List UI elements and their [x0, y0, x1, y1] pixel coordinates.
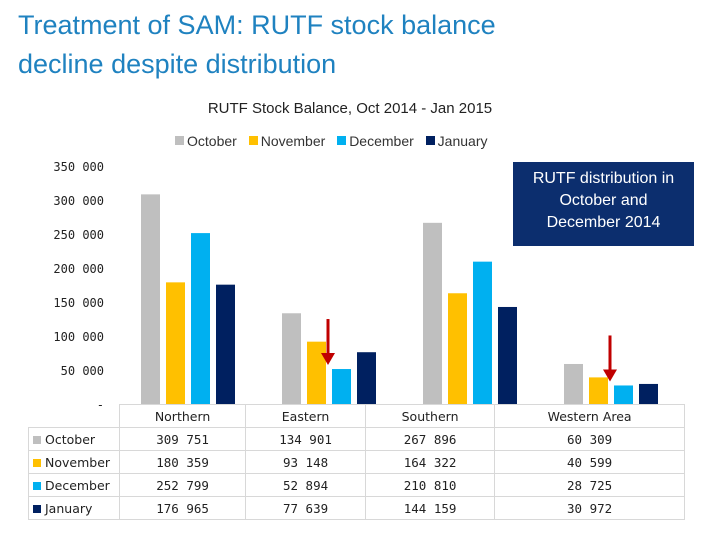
slide-title: Treatment of SAM: RUTF stock balance dec…	[18, 6, 658, 84]
callout-box: RUTF distribution in October and Decembe…	[513, 162, 694, 246]
chart-legend: October November December January	[175, 133, 495, 149]
callout-line-2: October and	[559, 192, 648, 209]
legend-swatch-november	[248, 136, 258, 145]
bar-december-northern	[191, 233, 210, 405]
category-label-western-area: Western Area	[494, 404, 685, 428]
data-label: 30 972	[494, 496, 685, 520]
y-tick-label: 250 000	[53, 228, 104, 242]
legend-item-january: January	[425, 133, 488, 149]
y-tick-label: -	[97, 398, 104, 410]
legend-swatch-december	[337, 136, 347, 145]
table-row: November 180 359 93 148 164 322 40 599	[28, 450, 685, 474]
row-label-january: January	[28, 496, 120, 520]
bar-november-northern	[166, 282, 185, 405]
chart-title: RUTF Stock Balance, Oct 2014 - Jan 2015	[207, 100, 493, 117]
data-label: 134 901	[245, 427, 366, 451]
legend-label-december: December	[349, 133, 414, 149]
slide-title-line-1: Treatment of SAM: RUTF stock balance	[18, 10, 496, 40]
data-label: 309 751	[118, 427, 247, 451]
bar-october-western-area	[564, 363, 583, 405]
row-swatch-december	[33, 481, 41, 490]
data-label: 176 965	[118, 496, 247, 520]
category-label-northern: Northern	[118, 404, 247, 428]
data-label: 52 894	[245, 473, 366, 497]
data-label: 164 322	[364, 450, 496, 474]
legend-label-november: November	[260, 133, 326, 149]
data-label: 40 599	[494, 450, 685, 474]
bar-december-western-area	[614, 385, 633, 405]
data-label: 28 725	[494, 473, 685, 497]
legend-item-october: October	[175, 133, 237, 149]
bar-october-southern	[423, 222, 442, 405]
bar-december-southern	[473, 261, 492, 405]
category-label-eastern: Eastern	[245, 404, 366, 428]
bar-november-eastern	[307, 341, 326, 405]
legend-swatch-january	[425, 136, 435, 145]
legend-item-november: November	[248, 133, 326, 149]
table-row: January 176 965 77 639 144 159 30 972	[28, 496, 685, 520]
bar-january-eastern	[357, 352, 376, 405]
bar-january-southern	[498, 306, 517, 405]
callout-line-1: RUTF distribution in	[532, 170, 675, 187]
data-table: Northern Eastern Southern Western Area O…	[28, 404, 685, 520]
data-label: 267 896	[364, 427, 496, 451]
row-label-october: October	[28, 427, 120, 451]
category-label-southern: Southern	[364, 404, 496, 428]
y-tick-label: 300 000	[53, 194, 104, 208]
legend-label-october: October	[187, 133, 237, 149]
data-label: 252 799	[118, 473, 247, 497]
slide-title-line-2: decline despite distribution	[18, 49, 337, 79]
data-label: 77 639	[245, 496, 366, 520]
data-label: 93 148	[245, 450, 366, 474]
bar-october-northern	[141, 194, 160, 405]
data-label: 210 810	[364, 473, 496, 497]
table-row: October 309 751 134 901 267 896 60 309	[28, 427, 685, 451]
row-swatch-january	[33, 504, 41, 513]
bar-december-eastern	[332, 369, 351, 405]
data-label: 60 309	[494, 427, 685, 451]
data-label: 180 359	[118, 450, 247, 474]
data-label: 144 159	[364, 496, 496, 520]
bar-chart: - 50 000 100 000 150 000 200 000 250 000 300 0…	[53, 160, 658, 410]
bar-november-western-area	[589, 377, 608, 405]
y-tick-label: 100 000	[53, 330, 104, 344]
arrow-annotation-eastern	[321, 319, 335, 366]
row-label-november: November	[28, 450, 120, 474]
legend-label-january: January	[437, 133, 488, 149]
y-tick-label: 150 000	[53, 296, 104, 310]
legend-item-december: December	[337, 133, 414, 149]
arrow-annotation-western-area	[603, 335, 617, 382]
row-label-december: December	[28, 473, 120, 497]
y-tick-label: 200 000	[53, 262, 104, 276]
y-tick-label: 350 000	[53, 160, 104, 174]
callout-line-3: December 2014	[546, 214, 661, 231]
data-table-header-row: Northern Eastern Southern Western Area	[28, 404, 685, 428]
bar-november-southern	[448, 293, 467, 405]
bar-january-northern	[216, 284, 235, 405]
row-swatch-october	[33, 435, 41, 444]
bar-october-eastern	[282, 313, 301, 405]
row-swatch-november	[33, 458, 41, 467]
y-tick-label: 50 000	[61, 364, 104, 378]
bar-january-western-area	[639, 383, 658, 405]
table-row: December 252 799 52 894 210 810 28 725	[28, 473, 685, 497]
legend-swatch-october	[175, 136, 184, 145]
data-table-corner	[28, 404, 120, 428]
